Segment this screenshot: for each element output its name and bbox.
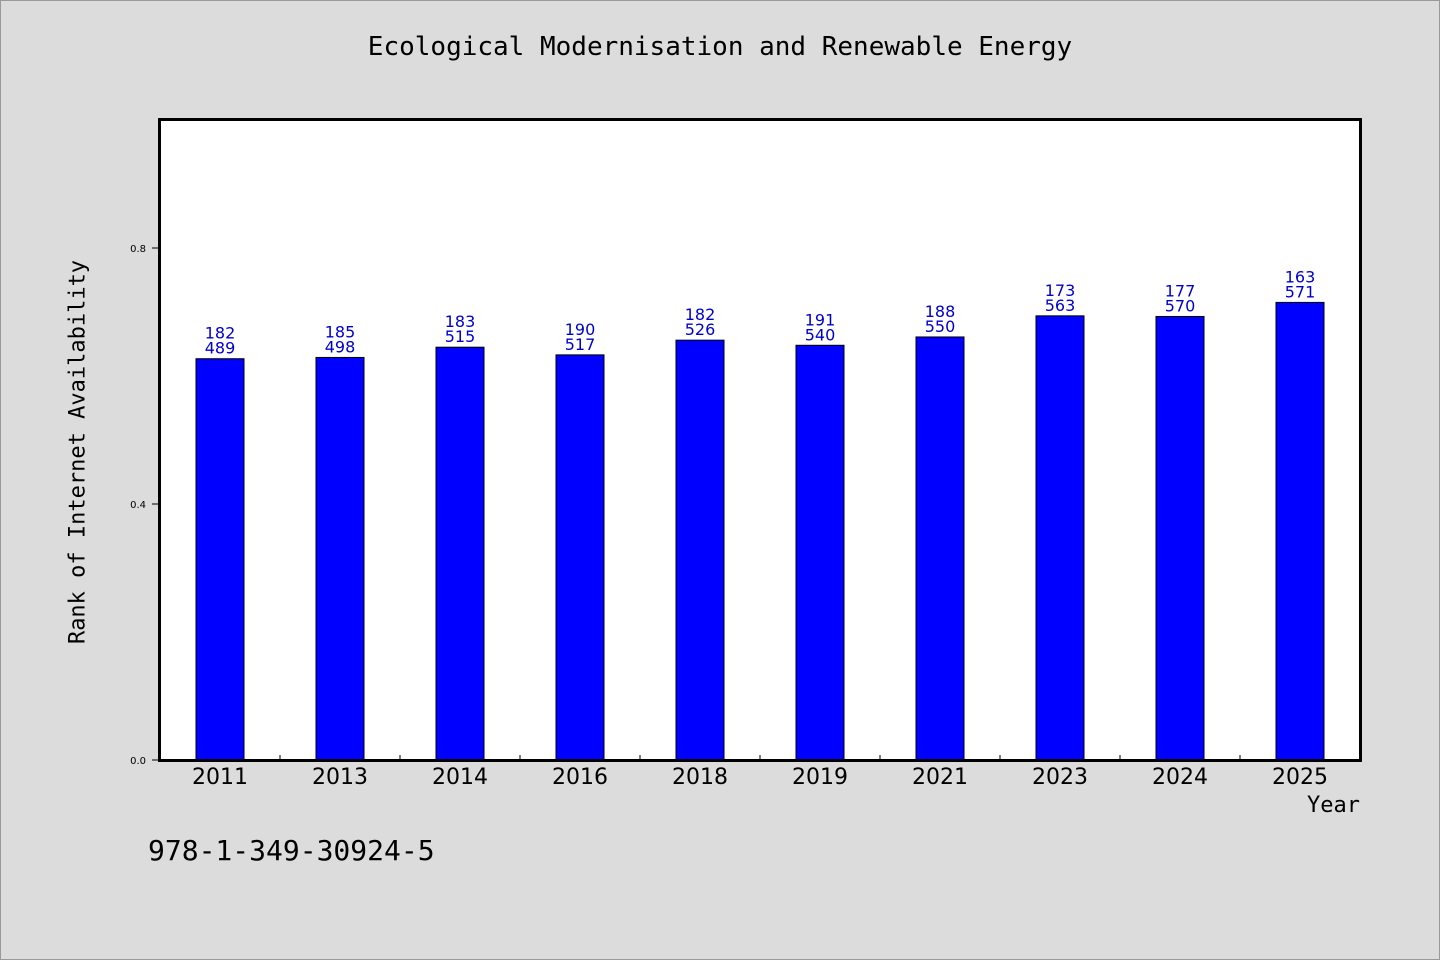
x-tick-label-2013: 2013: [312, 765, 368, 790]
x-tick-label-2021: 2021: [912, 765, 968, 790]
data-label-bottom-2011: 489: [205, 339, 236, 358]
x-tick-label-2023: 2023: [1032, 765, 1088, 790]
data-label-bottom-2018: 526: [685, 320, 716, 339]
plot-border: [158, 118, 1362, 762]
bar-2011: [195, 358, 245, 761]
x-tick-label-2019: 2019: [792, 765, 848, 790]
data-label-bottom-2021: 550: [925, 317, 956, 336]
bar-2014: [435, 346, 485, 761]
x-tick-label-2014: 2014: [432, 765, 488, 790]
y-axis-label: Rank of Internet Availability: [65, 259, 91, 645]
data-label-top-2018: 182: [685, 305, 716, 324]
y-tick-label-0.0: 0.0: [130, 756, 146, 767]
bar-2023: [1035, 315, 1085, 761]
bar-2016: [555, 354, 605, 761]
x-tick-label-2016: 2016: [552, 765, 608, 790]
data-label-bottom-2025: 571: [1285, 282, 1316, 301]
y-tick-label-0.8: 0.8: [130, 244, 146, 255]
x-tick-label-2025: 2025: [1272, 765, 1328, 790]
bars-layer: [195, 301, 1325, 761]
data-label-top-2024: 177: [1165, 281, 1196, 300]
data-label-top-2013: 185: [325, 322, 356, 341]
data-label-top-2023: 173: [1045, 281, 1076, 300]
data-label-top-2014: 183: [445, 312, 476, 331]
x-axis-label: Year: [1307, 793, 1360, 818]
bar-2019: [795, 344, 845, 761]
isbn-footnote: 978-1-349-30924-5: [148, 834, 435, 867]
y-tick-label-0.4: 0.4: [130, 500, 146, 511]
data-label-bottom-2023: 563: [1045, 296, 1076, 315]
data-label-bottom-2014: 515: [445, 327, 476, 346]
data-label-top-2019: 191: [805, 310, 836, 329]
data-label-top-2011: 182: [205, 324, 236, 343]
bar-2013: [315, 356, 365, 761]
chart-title: Ecological Modernisation and Renewable E…: [367, 32, 1073, 62]
data-label-bottom-2016: 517: [565, 335, 596, 354]
bar-2024: [1155, 315, 1205, 761]
x-tick-label-2018: 2018: [672, 765, 728, 790]
bar-2021: [915, 336, 965, 761]
data-label-bottom-2013: 498: [325, 337, 356, 356]
data-label-top-2025: 163: [1285, 267, 1316, 286]
bar-2025: [1275, 301, 1325, 761]
data-label-top-2016: 190: [565, 320, 596, 339]
data-label-bottom-2019: 540: [805, 325, 836, 344]
data-label-top-2021: 188: [925, 302, 956, 321]
data-label-bottom-2024: 570: [1165, 296, 1196, 315]
x-tick-label-2011: 2011: [192, 765, 248, 790]
bar-2018: [675, 339, 725, 761]
x-tick-label-2024: 2024: [1152, 765, 1208, 790]
axes-layer: 2011 2013 2014 2016 2018 2019 2021 2023 2024 2025…: [130, 244, 1328, 790]
